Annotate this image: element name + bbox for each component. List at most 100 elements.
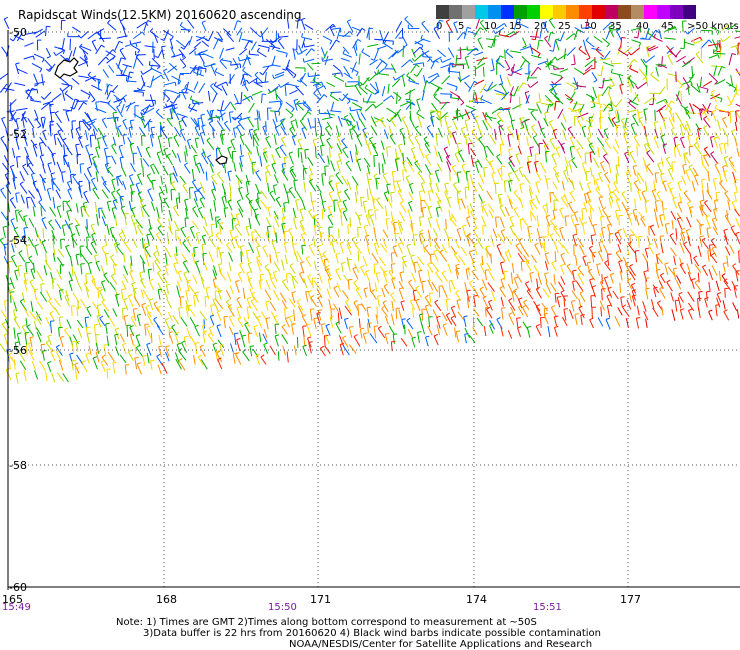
wind-barb [77, 300, 80, 310]
wind-barb [93, 324, 96, 336]
wind-barb [223, 208, 227, 218]
wind-barb [495, 60, 505, 68]
wind-barb [139, 254, 146, 264]
wind-barb [36, 301, 44, 310]
wind-barb [679, 242, 685, 254]
wind-barb-flag [92, 155, 97, 159]
wind-barb [415, 300, 421, 311]
wind-barb [51, 154, 56, 166]
wind-barb [318, 227, 323, 238]
wind-barb [688, 73, 695, 82]
wind-barb-flag [116, 188, 121, 192]
wind-barb [387, 83, 390, 94]
wind-barb [401, 257, 407, 268]
wind-barb-flag [160, 38, 165, 41]
wind-barb [732, 171, 737, 184]
wind-barb-flag [408, 76, 411, 81]
wind-barb-flag [665, 99, 668, 104]
wind-barb [573, 77, 579, 89]
wind-barb-flag [659, 214, 664, 216]
wind-barb [369, 282, 371, 292]
wind-barb-flag [33, 143, 38, 146]
wind-barb [256, 109, 259, 119]
wind-barb [496, 156, 503, 165]
wind-barb [401, 74, 406, 87]
wind-barb [685, 120, 691, 132]
wind-barb-flag [257, 34, 261, 38]
wind-barb-flag [237, 118, 242, 123]
wind-barb-flag [587, 261, 592, 264]
wind-barb-flag [372, 142, 377, 146]
wind-barb [330, 309, 332, 320]
wind-barb [531, 47, 541, 55]
wind-barb [708, 268, 714, 281]
wind-barb [545, 179, 549, 190]
wind-barb-flag [735, 270, 740, 272]
wind-barb [679, 309, 684, 320]
wind-barb [416, 256, 425, 266]
wind-barb-flag [551, 153, 556, 156]
wind-barb-flag [430, 115, 435, 118]
wind-barb [277, 351, 280, 361]
wind-barb [13, 129, 18, 140]
wind-barb-flag [30, 267, 35, 271]
wind-barb [168, 332, 174, 344]
wind-barb [106, 335, 109, 347]
wind-barb [607, 288, 613, 298]
wind-barb [76, 154, 78, 165]
wind-barb [627, 78, 637, 86]
wind-barb [176, 113, 188, 118]
wind-barb [33, 73, 39, 85]
wind-barb [684, 108, 691, 120]
wind-barb-flag [60, 336, 65, 338]
wind-barb [308, 74, 321, 78]
wind-barb [683, 192, 692, 203]
wind-barb [644, 126, 647, 138]
wind-barb-flag [67, 188, 72, 191]
wind-barb [632, 115, 639, 127]
wind-barb [280, 138, 287, 148]
wind-barb [49, 321, 52, 334]
wind-barb [432, 56, 442, 63]
wind-barb-flag [377, 295, 382, 297]
wind-barb [619, 270, 623, 281]
wind-barb [165, 351, 170, 362]
wind-barb [156, 325, 164, 335]
wind-barb [535, 325, 542, 336]
wind-barb [359, 328, 363, 339]
wind-barb [406, 245, 411, 256]
wind-barb [529, 81, 539, 88]
scale-label: 10 [484, 21, 497, 32]
wind-barb [185, 145, 188, 157]
wind-barb [2, 226, 6, 238]
wind-barb-flag [335, 171, 340, 176]
wind-barb [178, 121, 183, 131]
wind-barb [106, 156, 108, 167]
wind-barb [622, 256, 628, 266]
wind-barb-flag [122, 118, 127, 122]
wind-barb [356, 135, 363, 147]
wind-barb-flag [75, 143, 80, 146]
wind-barb [138, 126, 146, 137]
wind-barb [429, 254, 432, 264]
wind-barb-flag [38, 199, 43, 203]
wind-barb-flag [169, 100, 174, 104]
wind-barb [252, 311, 259, 321]
wind-barb [402, 170, 405, 182]
wind-barb [133, 90, 144, 93]
wind-barb [14, 82, 26, 86]
wind-barb [642, 157, 647, 168]
wind-barb [46, 189, 52, 201]
wind-barb-flag [403, 44, 408, 48]
wind-barb-flag [256, 353, 261, 357]
wind-barb-flag [309, 173, 314, 176]
wind-barb-flag [522, 305, 527, 308]
wind-barb [59, 77, 70, 86]
wind-barb [465, 269, 469, 280]
wind-barb [0, 239, 7, 249]
wind-barb [307, 118, 312, 130]
wind-barb-flag [166, 98, 171, 103]
wind-barb-flag [153, 251, 158, 255]
wind-barb [489, 161, 495, 173]
wind-barb [208, 116, 220, 119]
